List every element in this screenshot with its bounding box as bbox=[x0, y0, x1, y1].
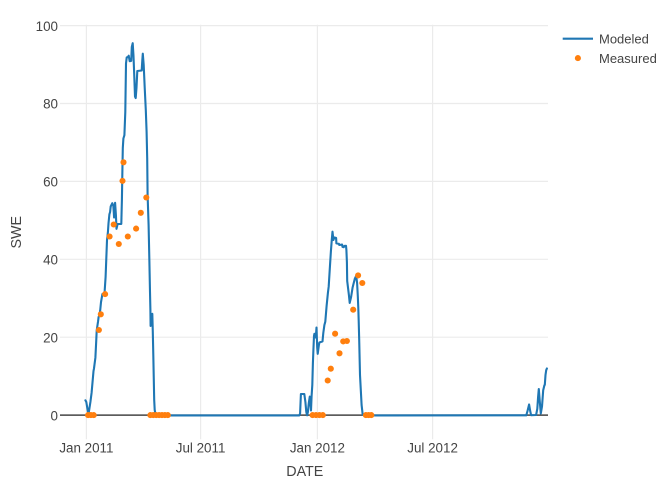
svg-text:SWE: SWE bbox=[9, 216, 25, 249]
svg-text:Jan 2012: Jan 2012 bbox=[290, 441, 345, 456]
svg-text:60: 60 bbox=[43, 175, 58, 190]
svg-text:Jan 2011: Jan 2011 bbox=[59, 441, 113, 456]
svg-text:Modeled: Modeled bbox=[599, 32, 649, 47]
svg-text:80: 80 bbox=[43, 97, 58, 112]
svg-text:0: 0 bbox=[51, 408, 58, 423]
svg-text:Measured: Measured bbox=[599, 51, 657, 66]
svg-text:40: 40 bbox=[43, 253, 58, 268]
svg-text:100: 100 bbox=[36, 19, 58, 34]
svg-text:Jul 2012: Jul 2012 bbox=[407, 441, 458, 456]
svg-text:20: 20 bbox=[43, 330, 58, 345]
svg-text:DATE: DATE bbox=[286, 464, 323, 480]
svg-text:Jul 2011: Jul 2011 bbox=[176, 441, 226, 456]
